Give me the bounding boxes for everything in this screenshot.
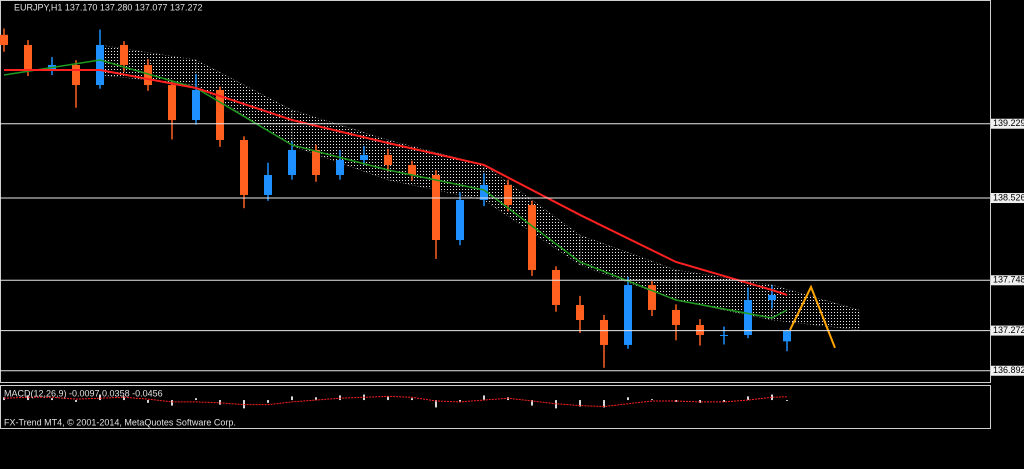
candle-body bbox=[696, 324, 704, 336]
candle-body bbox=[336, 159, 344, 175]
macd-bar bbox=[531, 400, 533, 406]
candle-body bbox=[168, 85, 176, 121]
level-label: 139.229 bbox=[993, 118, 1024, 128]
candle-body bbox=[552, 270, 560, 306]
candle-body bbox=[384, 155, 392, 165]
candle-body bbox=[264, 174, 272, 195]
macd-title: MACD(12,26,9) -0.0097 0.0358 -0.0456 bbox=[4, 388, 163, 398]
level-label-box bbox=[991, 365, 1024, 376]
level-label-box bbox=[991, 118, 1024, 129]
macd-bar bbox=[786, 400, 788, 401]
candle-body bbox=[72, 64, 80, 86]
candle-body bbox=[240, 140, 248, 195]
macd-bar bbox=[747, 396, 749, 401]
candle-body bbox=[144, 64, 152, 86]
candle-body bbox=[312, 149, 320, 175]
candle-body bbox=[783, 330, 791, 342]
candle-body bbox=[624, 285, 632, 345]
macd-bar bbox=[387, 396, 389, 401]
candle-body bbox=[120, 44, 128, 65]
macd-bar bbox=[723, 400, 725, 402]
macd-bar bbox=[171, 400, 173, 406]
candle-body bbox=[408, 164, 416, 175]
macd-bar bbox=[483, 395, 485, 401]
candle-body bbox=[456, 199, 464, 240]
macd-bar bbox=[51, 398, 53, 401]
candle-body bbox=[288, 149, 296, 175]
macd-bar bbox=[651, 399, 653, 401]
candle-body bbox=[528, 205, 536, 271]
level-label: 136.892 bbox=[993, 365, 1024, 375]
cloud-segment bbox=[771, 284, 860, 331]
macd-bar bbox=[771, 394, 773, 401]
chart-title: EURJPY,H1 137.170 137.280 137.077 137.27… bbox=[14, 2, 203, 12]
candle-body bbox=[360, 155, 368, 160]
candle-body bbox=[720, 335, 728, 337]
main-panel bbox=[0, 0, 991, 383]
candle-body bbox=[24, 44, 32, 71]
macd-bar bbox=[315, 397, 317, 401]
macd-bar bbox=[579, 400, 581, 407]
macd-bar bbox=[459, 400, 461, 402]
macd-bar bbox=[99, 394, 101, 401]
macd-signal bbox=[3, 395, 788, 408]
footer: FX-Trend MT4, © 2001-2014, MetaQuotes So… bbox=[4, 417, 236, 427]
ma-slow bbox=[4, 69, 788, 296]
macd-bar bbox=[195, 398, 197, 401]
candle-body bbox=[672, 309, 680, 325]
macd-bar bbox=[147, 400, 149, 403]
level-label-box bbox=[991, 193, 1024, 204]
candle-body bbox=[192, 90, 200, 121]
candle-body bbox=[216, 90, 224, 141]
level-label-box bbox=[991, 275, 1024, 286]
candle-body bbox=[600, 320, 608, 345]
candle-body bbox=[0, 34, 8, 45]
level-label: 138.526 bbox=[993, 192, 1024, 202]
candle-body bbox=[744, 300, 752, 336]
candle-body bbox=[96, 44, 104, 86]
macd-bar bbox=[411, 398, 413, 401]
macd-bar bbox=[627, 397, 629, 401]
candle-body bbox=[504, 184, 512, 206]
candle-body bbox=[648, 285, 656, 310]
macd-bar bbox=[75, 400, 77, 402]
candle-body bbox=[768, 294, 776, 301]
candle-body bbox=[480, 184, 488, 200]
macd-bar bbox=[123, 396, 125, 401]
macd-bar bbox=[291, 396, 293, 401]
level-label-box bbox=[991, 325, 1024, 336]
ma-fast bbox=[3, 59, 788, 319]
macd-panel bbox=[0, 385, 991, 429]
candle-body bbox=[576, 305, 584, 321]
level-label: 137.748 bbox=[993, 275, 1024, 285]
macd-bar bbox=[435, 400, 437, 408]
zigzag bbox=[789, 284, 836, 349]
candle-body bbox=[432, 174, 440, 240]
macd-bar bbox=[603, 400, 605, 408]
macd-bar bbox=[267, 400, 269, 403]
macd-bar bbox=[3, 397, 5, 401]
level-label: 137.272 bbox=[993, 325, 1024, 335]
